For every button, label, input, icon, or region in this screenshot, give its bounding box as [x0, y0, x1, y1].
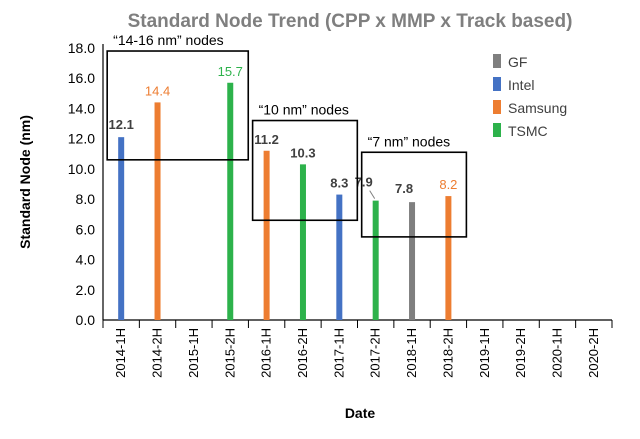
x-axis-label: Date [345, 405, 376, 421]
bar [227, 82, 234, 320]
plot-area: 0.0 2.0 4.0 6.0 8.0 10.0 12.0 14.0 16.0 18.0 2014-… [68, 32, 613, 378]
data-label: 10.3 [290, 145, 315, 160]
bar [445, 196, 452, 320]
x-tick-label: 2015-1H [186, 328, 201, 378]
legend-label: TSMC [508, 123, 548, 139]
data-label: 8.3 [330, 176, 348, 191]
y-tick-label: 18.0 [68, 40, 95, 56]
y-axis-label: Standard Node (nm) [17, 115, 33, 249]
legend-label: Samsung [508, 100, 567, 116]
x-tick-label: 2016-1H [259, 328, 274, 378]
bar [263, 150, 270, 320]
bar [372, 200, 379, 320]
data-label: 14.4 [145, 83, 170, 98]
x-tick-label: 2014-2H [150, 328, 165, 378]
y-tick-label: 0.0 [76, 312, 96, 328]
data-label: 7.8 [395, 181, 413, 196]
bar [409, 202, 416, 320]
x-tick-label: 2020-1H [549, 328, 564, 378]
bar [336, 194, 343, 320]
node-group-label: “10 nm” nodes [259, 102, 349, 118]
x-tick-label: 2017-1H [331, 328, 346, 378]
legend-swatch [493, 77, 501, 91]
y-tick-label: 16.0 [68, 70, 95, 86]
x-tick-label: 2019-2H [513, 328, 528, 378]
legend-swatch [493, 54, 501, 68]
data-label: 7.9 [355, 175, 373, 190]
data-label: 8.2 [439, 177, 457, 192]
legend-swatch [493, 123, 501, 137]
x-tick-label: 2015-2H [222, 328, 237, 378]
chart-title: Standard Node Trend (CPP x MMP x Track b… [128, 11, 573, 32]
legend-swatch [493, 100, 501, 114]
x-tick-label: 2020-2H [586, 328, 601, 378]
legend-label: GF [508, 54, 527, 70]
x-tick-label: 2019-1H [477, 328, 492, 378]
y-tick-label: 8.0 [76, 191, 96, 207]
data-label: 11.2 [254, 132, 279, 147]
bar [154, 102, 161, 321]
data-label: 12.1 [109, 117, 134, 132]
label-leader-line [369, 190, 376, 199]
y-tick-label: 12.0 [68, 131, 95, 147]
y-tick-label: 10.0 [68, 161, 95, 177]
node-group-label: “14-16 nm” nodes [113, 32, 224, 48]
bar [118, 137, 125, 320]
node-group-box [360, 151, 468, 238]
legend-label: Intel [508, 77, 534, 93]
x-tick-label: 2018-1H [404, 328, 419, 378]
y-tick-label: 2.0 [76, 282, 96, 298]
y-tick-label: 14.0 [68, 100, 95, 116]
y-tick-label: 4.0 [76, 252, 96, 268]
x-tick-label: 2014-1H [113, 328, 128, 378]
node-group-box [106, 50, 250, 161]
data-label: 15.7 [218, 64, 243, 79]
node-group-label: “7 nm” nodes [368, 133, 450, 149]
x-tick-label: 2017-2H [368, 328, 383, 378]
node-group-box [251, 119, 359, 222]
x-tick-label: 2016-2H [295, 328, 310, 378]
bar [299, 164, 306, 320]
x-tick-label: 2018-2H [440, 328, 455, 378]
y-tick-label: 6.0 [76, 221, 96, 237]
